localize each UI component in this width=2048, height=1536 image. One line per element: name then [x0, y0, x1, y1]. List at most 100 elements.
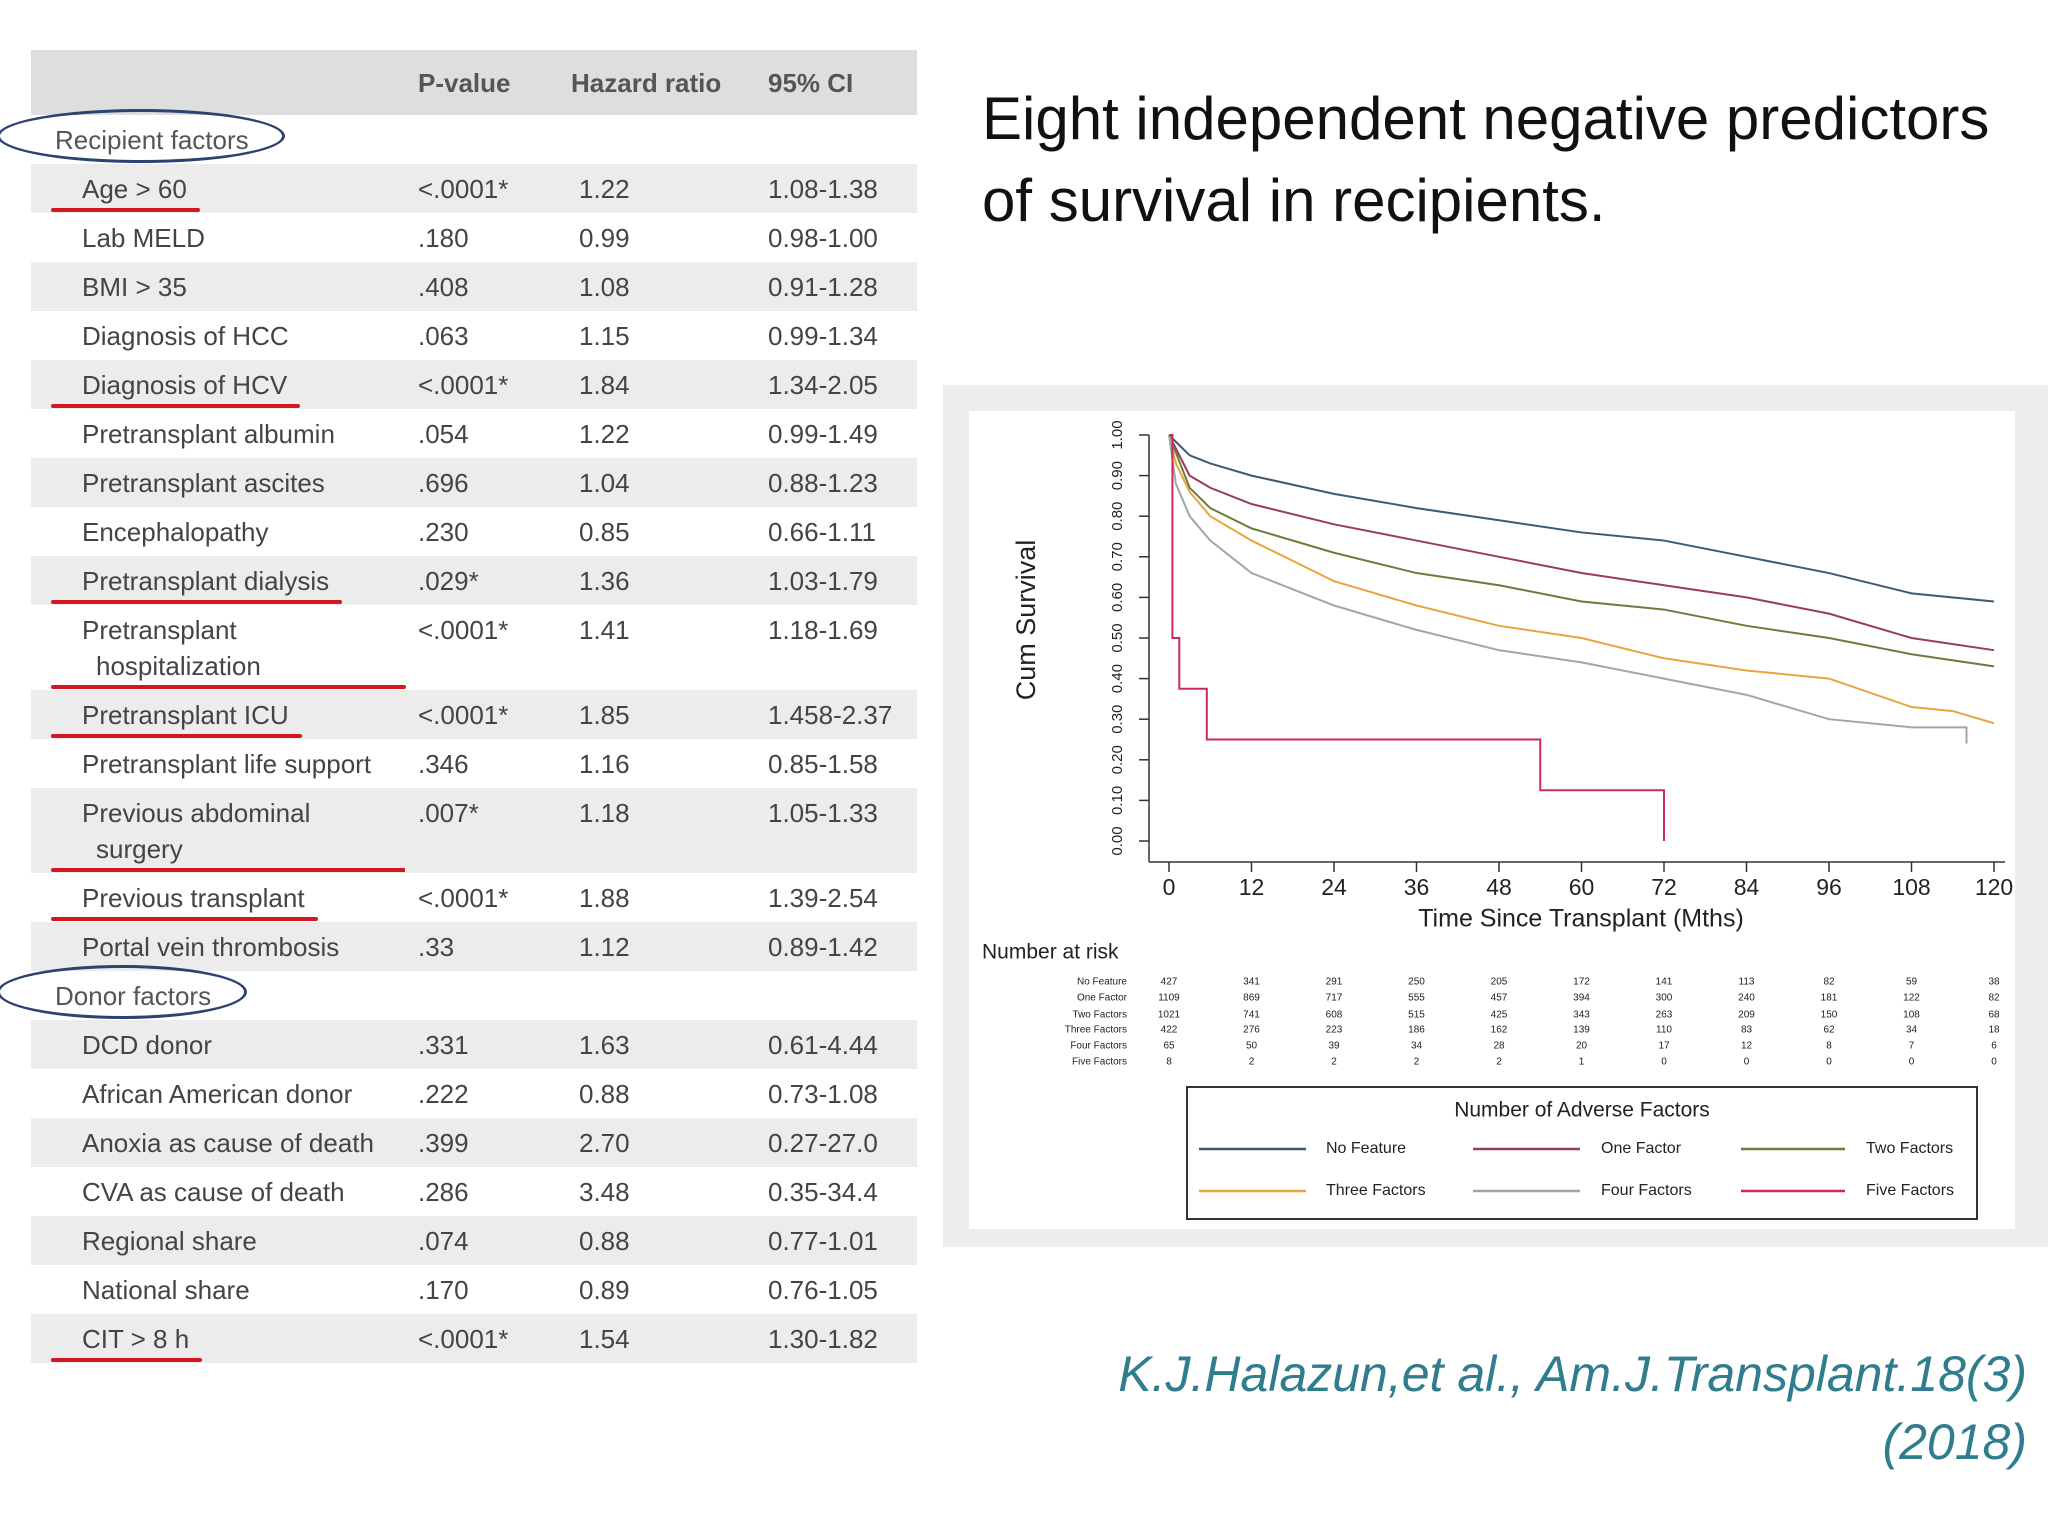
factor-cell: Diagnosis of HCV — [31, 360, 405, 409]
y-tick-label: 0.40 — [1109, 664, 1126, 693]
risk-count: 39 — [1328, 1041, 1340, 1052]
hazard-ratio-cell: 1.18 — [563, 788, 760, 873]
risk-count: 162 — [1491, 1025, 1508, 1036]
red-underline — [51, 685, 406, 689]
x-tick-label: 60 — [1569, 874, 1595, 900]
survival-chart: Cum Survival Time Since Transplant (Mths… — [943, 385, 2048, 1247]
ci-cell: 0.27-27.0 — [760, 1118, 917, 1167]
risk-row-label: Four Factors — [1070, 1041, 1127, 1052]
y-tick-label: 0.90 — [1109, 461, 1126, 490]
risk-count: 205 — [1491, 977, 1508, 988]
factor-name: National share — [82, 1274, 250, 1305]
data-row: National share .170 0.89 0.76-1.05 — [31, 1265, 917, 1314]
factor-cell: Previous abdominal surgery — [31, 788, 406, 873]
p-value-cell: .33 — [405, 922, 563, 971]
y-tick-label: 0.20 — [1109, 745, 1126, 774]
risk-count: 172 — [1573, 977, 1590, 988]
data-row: Regional share .074 0.88 0.77-1.01 — [31, 1216, 917, 1265]
risk-row-label: Five Factors — [1072, 1057, 1127, 1068]
hazard-ratio-cell: 1.16 — [579, 748, 630, 779]
p-value-cell: .074 — [405, 1216, 563, 1265]
data-row: Encephalopathy .230 0.85 0.66-1.11 — [31, 507, 917, 556]
hazard-ratio-cell: 1.63 — [563, 1020, 760, 1069]
risk-count: 150 — [1821, 1010, 1838, 1021]
factor-name: Pretransplant ascites — [82, 467, 325, 498]
risk-count: 113 — [1739, 977, 1755, 988]
factor-cell: National share — [31, 1265, 405, 1314]
hazard-ratio-cell: 1.85 — [563, 690, 760, 739]
risk-count: 8 — [1826, 1041, 1832, 1052]
risk-row-label: Two Factors — [1073, 1010, 1127, 1021]
risk-count: 223 — [1326, 1025, 1343, 1036]
factor-cell: African American donor — [31, 1069, 405, 1118]
risk-count: 240 — [1738, 993, 1755, 1004]
risk-count: 139 — [1573, 1025, 1590, 1036]
red-underline — [51, 1358, 203, 1362]
risk-row-label: No Feature — [1077, 977, 1127, 988]
data-row: CVA as cause of death .286 3.48 0.35-34.4 — [31, 1167, 917, 1216]
p-value-cell: .230 — [418, 516, 469, 547]
hazard-ratio-cell: 0.99 — [579, 222, 630, 253]
hazard-ratio-cell: 1.22 — [563, 164, 760, 213]
hazard-ratio-cell: 1.04 — [563, 458, 760, 507]
risk-count: 1 — [1579, 1057, 1585, 1068]
legend-label: Two Factors — [1866, 1140, 1953, 1157]
x-tick-label: 24 — [1321, 874, 1347, 900]
risk-count: 62 — [1823, 1025, 1835, 1036]
ci-cell: 0.35-34.4 — [768, 1176, 878, 1207]
ci-cell: 1.18-1.69 — [768, 614, 878, 645]
header-cell: P-value — [405, 50, 563, 115]
data-row: Pretransplant life support .346 1.16 0.85-1… — [31, 739, 917, 788]
factor-cell: DCD donor — [31, 1020, 405, 1069]
factor-name: Previous transplant — [82, 882, 305, 913]
risk-count: 341 — [1243, 977, 1260, 988]
hazard-ratio-cell: 1.08 — [563, 262, 760, 311]
citation: K.J.Halazun,et al., Am.J.Transplant.18(3… — [1118, 1346, 2027, 1470]
p-value-cell: .029* — [405, 556, 563, 605]
risk-count: 343 — [1573, 1010, 1590, 1021]
p-value-cell: <.0001* — [405, 690, 563, 739]
risk-count: 608 — [1326, 1010, 1343, 1021]
ci-cell: 0.73-1.08 — [768, 1078, 878, 1109]
y-tick-label: 0.50 — [1109, 623, 1126, 652]
risk-count: 141 — [1656, 977, 1673, 988]
hazard-ratio-cell: 0.89 — [579, 1274, 630, 1305]
risk-count: 2 — [1331, 1057, 1337, 1068]
risk-count: 0 — [1909, 1057, 1915, 1068]
factor-name: DCD donor — [82, 1029, 213, 1060]
risk-count: 1109 — [1158, 993, 1180, 1004]
risk-count: 65 — [1163, 1041, 1175, 1052]
risk-count: 6 — [1991, 1041, 1997, 1052]
section-cell: Donor factors — [31, 971, 917, 1020]
data-row: Age > 60 <.0001* 1.22 1.08-1.38 — [31, 164, 917, 213]
y-tick-label: 0.10 — [1109, 786, 1126, 815]
data-row: Pretransplant ascites .696 1.04 0.88-1.23 — [31, 458, 917, 507]
factor-cell: Pretransplant hospitalization — [31, 605, 406, 690]
factor-name: Pretransplant hospitalization — [82, 614, 261, 681]
ci-cell: 0.76-1.05 — [768, 1274, 878, 1305]
risk-count: 300 — [1656, 993, 1673, 1004]
hazard-ratio-cell: 0.85 — [579, 516, 630, 547]
factor-name: CIT > 8 h — [82, 1323, 190, 1354]
risk-count: 250 — [1408, 977, 1425, 988]
risk-count: 17 — [1658, 1041, 1670, 1052]
ci-cell: 1.34-2.05 — [760, 360, 917, 409]
p-value-cell: .063 — [418, 320, 469, 351]
risk-count: 59 — [1906, 977, 1918, 988]
ci-cell: 0.85-1.58 — [768, 748, 878, 779]
ci-cell: 0.99-1.49 — [768, 418, 878, 449]
y-tick-label: 1.00 — [1109, 420, 1126, 449]
risk-count: 717 — [1326, 993, 1343, 1004]
risk-count: 291 — [1326, 977, 1343, 988]
p-value-cell: .696 — [405, 458, 563, 507]
factor-name: Previous abdominal surgery — [82, 797, 311, 864]
legend-label: One Factor — [1601, 1140, 1682, 1157]
x-axis-title: Time Since Transplant (Mths) — [1418, 905, 1744, 933]
p-value-cell: .346 — [418, 748, 469, 779]
risk-count: 741 — [1243, 1010, 1260, 1021]
factor-cell: Regional share — [31, 1216, 405, 1265]
ci-cell: 1.08-1.38 — [760, 164, 917, 213]
risk-count: 110 — [1656, 1025, 1672, 1036]
x-tick-label: 36 — [1404, 874, 1430, 900]
